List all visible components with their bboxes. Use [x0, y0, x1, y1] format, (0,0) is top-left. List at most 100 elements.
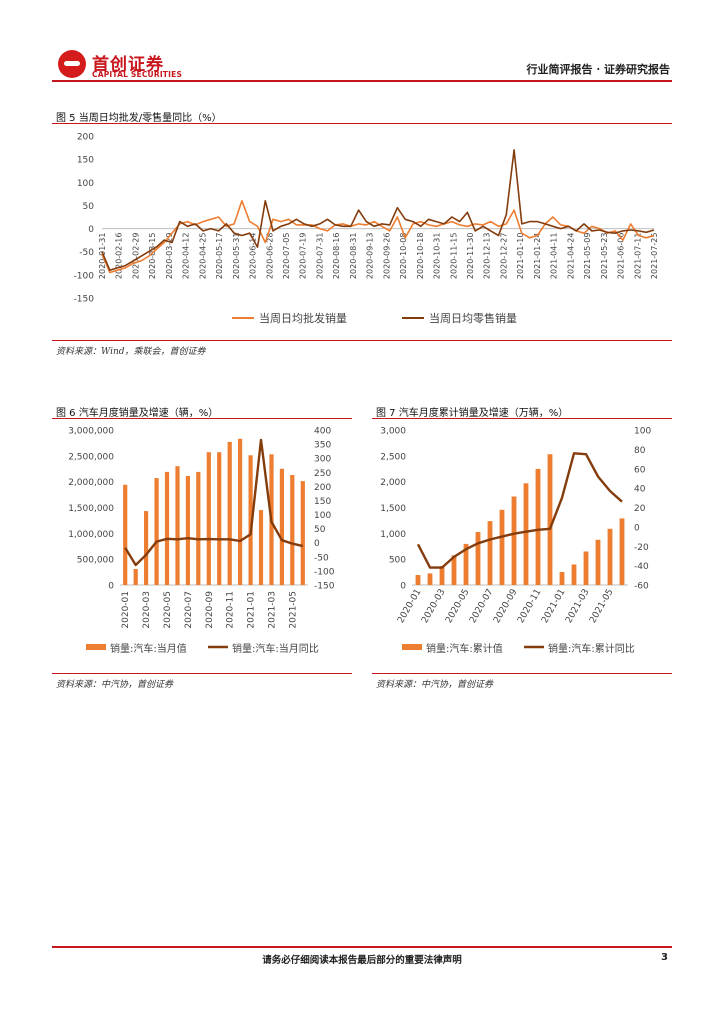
bar-2020-05 [164, 471, 170, 585]
bar-2021-01 [559, 572, 565, 585]
x-tick-label: 2020-08-31 [349, 233, 358, 279]
y-right-tick-label: 150 [314, 497, 331, 507]
y-right-tick-label: 60 [634, 465, 646, 475]
y-tick-label: 100 [77, 179, 94, 189]
fig7-chart: 3,000 2,500 2,000 1,500 1,000 500 0 100 80 60 40 20… [380, 427, 651, 656]
fig6-title: 图 6 汽车月度销量及增速（辆，%） [56, 408, 219, 419]
bar-2020-06 [175, 466, 180, 585]
y-right-tick-label: 20 [634, 504, 646, 514]
y-left-tick-label: 500 [389, 556, 406, 566]
y-left-tick-label: 3,000 [380, 427, 406, 437]
fig5-bottom-rule [52, 340, 672, 341]
x-tick-label: 2021-05 [288, 591, 298, 629]
y-right-tick-label: 100 [634, 427, 651, 437]
y-right-tick-label: 300 [314, 455, 331, 465]
x-tick-label: 2020-03 [142, 591, 152, 629]
fig6-top-rule [52, 418, 352, 419]
y-left-tick-label: 0 [400, 582, 406, 592]
x-tick-label: 2021-07-11 [633, 233, 642, 279]
fig7-bottom-rule [372, 673, 672, 674]
x-tick-label: 2020-07-05 [282, 233, 291, 279]
x-tick-label: 2021-04-11 [550, 233, 559, 279]
x-tick-label: 2020-12-27 [499, 233, 508, 279]
y-right-tick-label: 80 [634, 446, 646, 456]
x-tick-label: 2020-12-13 [483, 233, 492, 279]
y-right-tick-label: 250 [314, 469, 331, 479]
x-tick-label: 2020-09 [205, 591, 215, 629]
bar-2020-03 [439, 566, 445, 585]
x-tick-label: 2020-05 [163, 591, 173, 629]
y-right-tick-label: 200 [314, 483, 331, 493]
y-right-tick-label: 350 [314, 441, 331, 451]
y-tick-label: -100 [74, 271, 95, 281]
x-tick-label: 2020-10-08 [399, 233, 408, 279]
bar-2020-05 [463, 543, 469, 585]
footer-divider [52, 946, 672, 948]
company-logo-icon [58, 50, 86, 78]
yoy-line [124, 438, 304, 567]
x-tick-label: 2021-01 [247, 591, 257, 629]
y-left-tick-label: 500,000 [77, 556, 114, 566]
y-tick-label: 0 [88, 225, 94, 235]
bar-2020-12 [238, 438, 243, 585]
x-tick-label: 2021-06-06 [617, 233, 626, 279]
bar-2020-02 [427, 573, 433, 585]
yoy-line [416, 452, 623, 569]
legend-label-line: 销量:汽车:累计同比 [548, 642, 635, 655]
fig6-chart: 3,000,000 2,500,000 2,000,000 1,500,000 1,00… [68, 427, 335, 656]
series-line-2 [101, 149, 655, 271]
legend-label-bar: 销量:汽车:累计值 [426, 642, 503, 655]
bar-2021-04 [279, 468, 284, 586]
y-right-tick-label: -20 [634, 543, 649, 553]
x-tick-label: 2021-05-23 [600, 233, 609, 279]
bar-2021-05 [607, 528, 613, 585]
page-number: 3 [661, 952, 668, 963]
x-tick-label: 2020-11-15 [449, 233, 458, 279]
y-right-tick-label: -100 [314, 567, 335, 577]
y-tick-label: 200 [77, 133, 94, 143]
x-tick-label: 2020-09-13 [366, 233, 375, 279]
fig6-source: 资料来源：中汽协，首创证券 [56, 680, 174, 690]
legend-swatch-bar [402, 644, 422, 650]
bar-2020-11 [535, 468, 541, 585]
x-tick-label: 2021-05 [588, 588, 615, 626]
bar-2020-01 [123, 484, 128, 585]
x-tick-label: 2020-07 [184, 591, 194, 629]
bar-2021-04 [595, 539, 601, 585]
bar-2020-11 [227, 441, 232, 585]
x-tick-label: 2020-10-31 [433, 233, 442, 279]
fig5-source: 资料来源：Wind，乘联会，首创证券 [56, 347, 206, 357]
legend-label-line: 销量:汽车:当月同比 [232, 642, 319, 655]
bar-2020-07 [487, 521, 493, 585]
x-tick-label: 2020-03-15 [148, 233, 157, 280]
x-tick-label: 2020-07-19 [299, 233, 308, 280]
x-tick-label: 2020-11-30 [466, 233, 475, 279]
logo-cn-text: 首创证券 [92, 55, 164, 75]
y-left-tick-label: 1,000,000 [68, 530, 114, 540]
bar-2021-06 [300, 481, 305, 585]
bar-2021-02 [258, 510, 264, 585]
y-right-tick-label: -60 [634, 582, 649, 592]
fig7-source: 资料来源：中汽协，首创证券 [376, 680, 494, 690]
bar-2021-05 [290, 475, 295, 585]
fig7-top-rule [372, 418, 672, 419]
legal-notice: 请务必仔细阅读本报告最后部分的重要法律声明 [262, 955, 462, 966]
bar-2020-03 [144, 511, 149, 585]
y-tick-label: -150 [74, 295, 95, 305]
bar-2020-07 [185, 476, 190, 585]
bar-2020-12 [547, 454, 553, 585]
x-tick-label: 2020-06-14 [249, 233, 258, 279]
bar-2020-08 [196, 471, 201, 585]
bar-2021-06 [619, 518, 625, 585]
legend-label-2: 当周日均零售销量 [429, 311, 517, 325]
bar-2020-02 [133, 569, 138, 585]
x-tick-label: 2020-08-16 [332, 233, 341, 279]
bar-2020-10 [523, 483, 529, 585]
y-left-tick-label: 2,500 [380, 452, 406, 462]
x-tick-label: 2020-09-26 [382, 233, 391, 279]
y-right-tick-label: -50 [314, 553, 329, 563]
x-tick-label: 2020-06-28 [265, 233, 274, 280]
header-divider [52, 80, 672, 82]
x-tick-label: 2021-07-25 [650, 233, 659, 279]
